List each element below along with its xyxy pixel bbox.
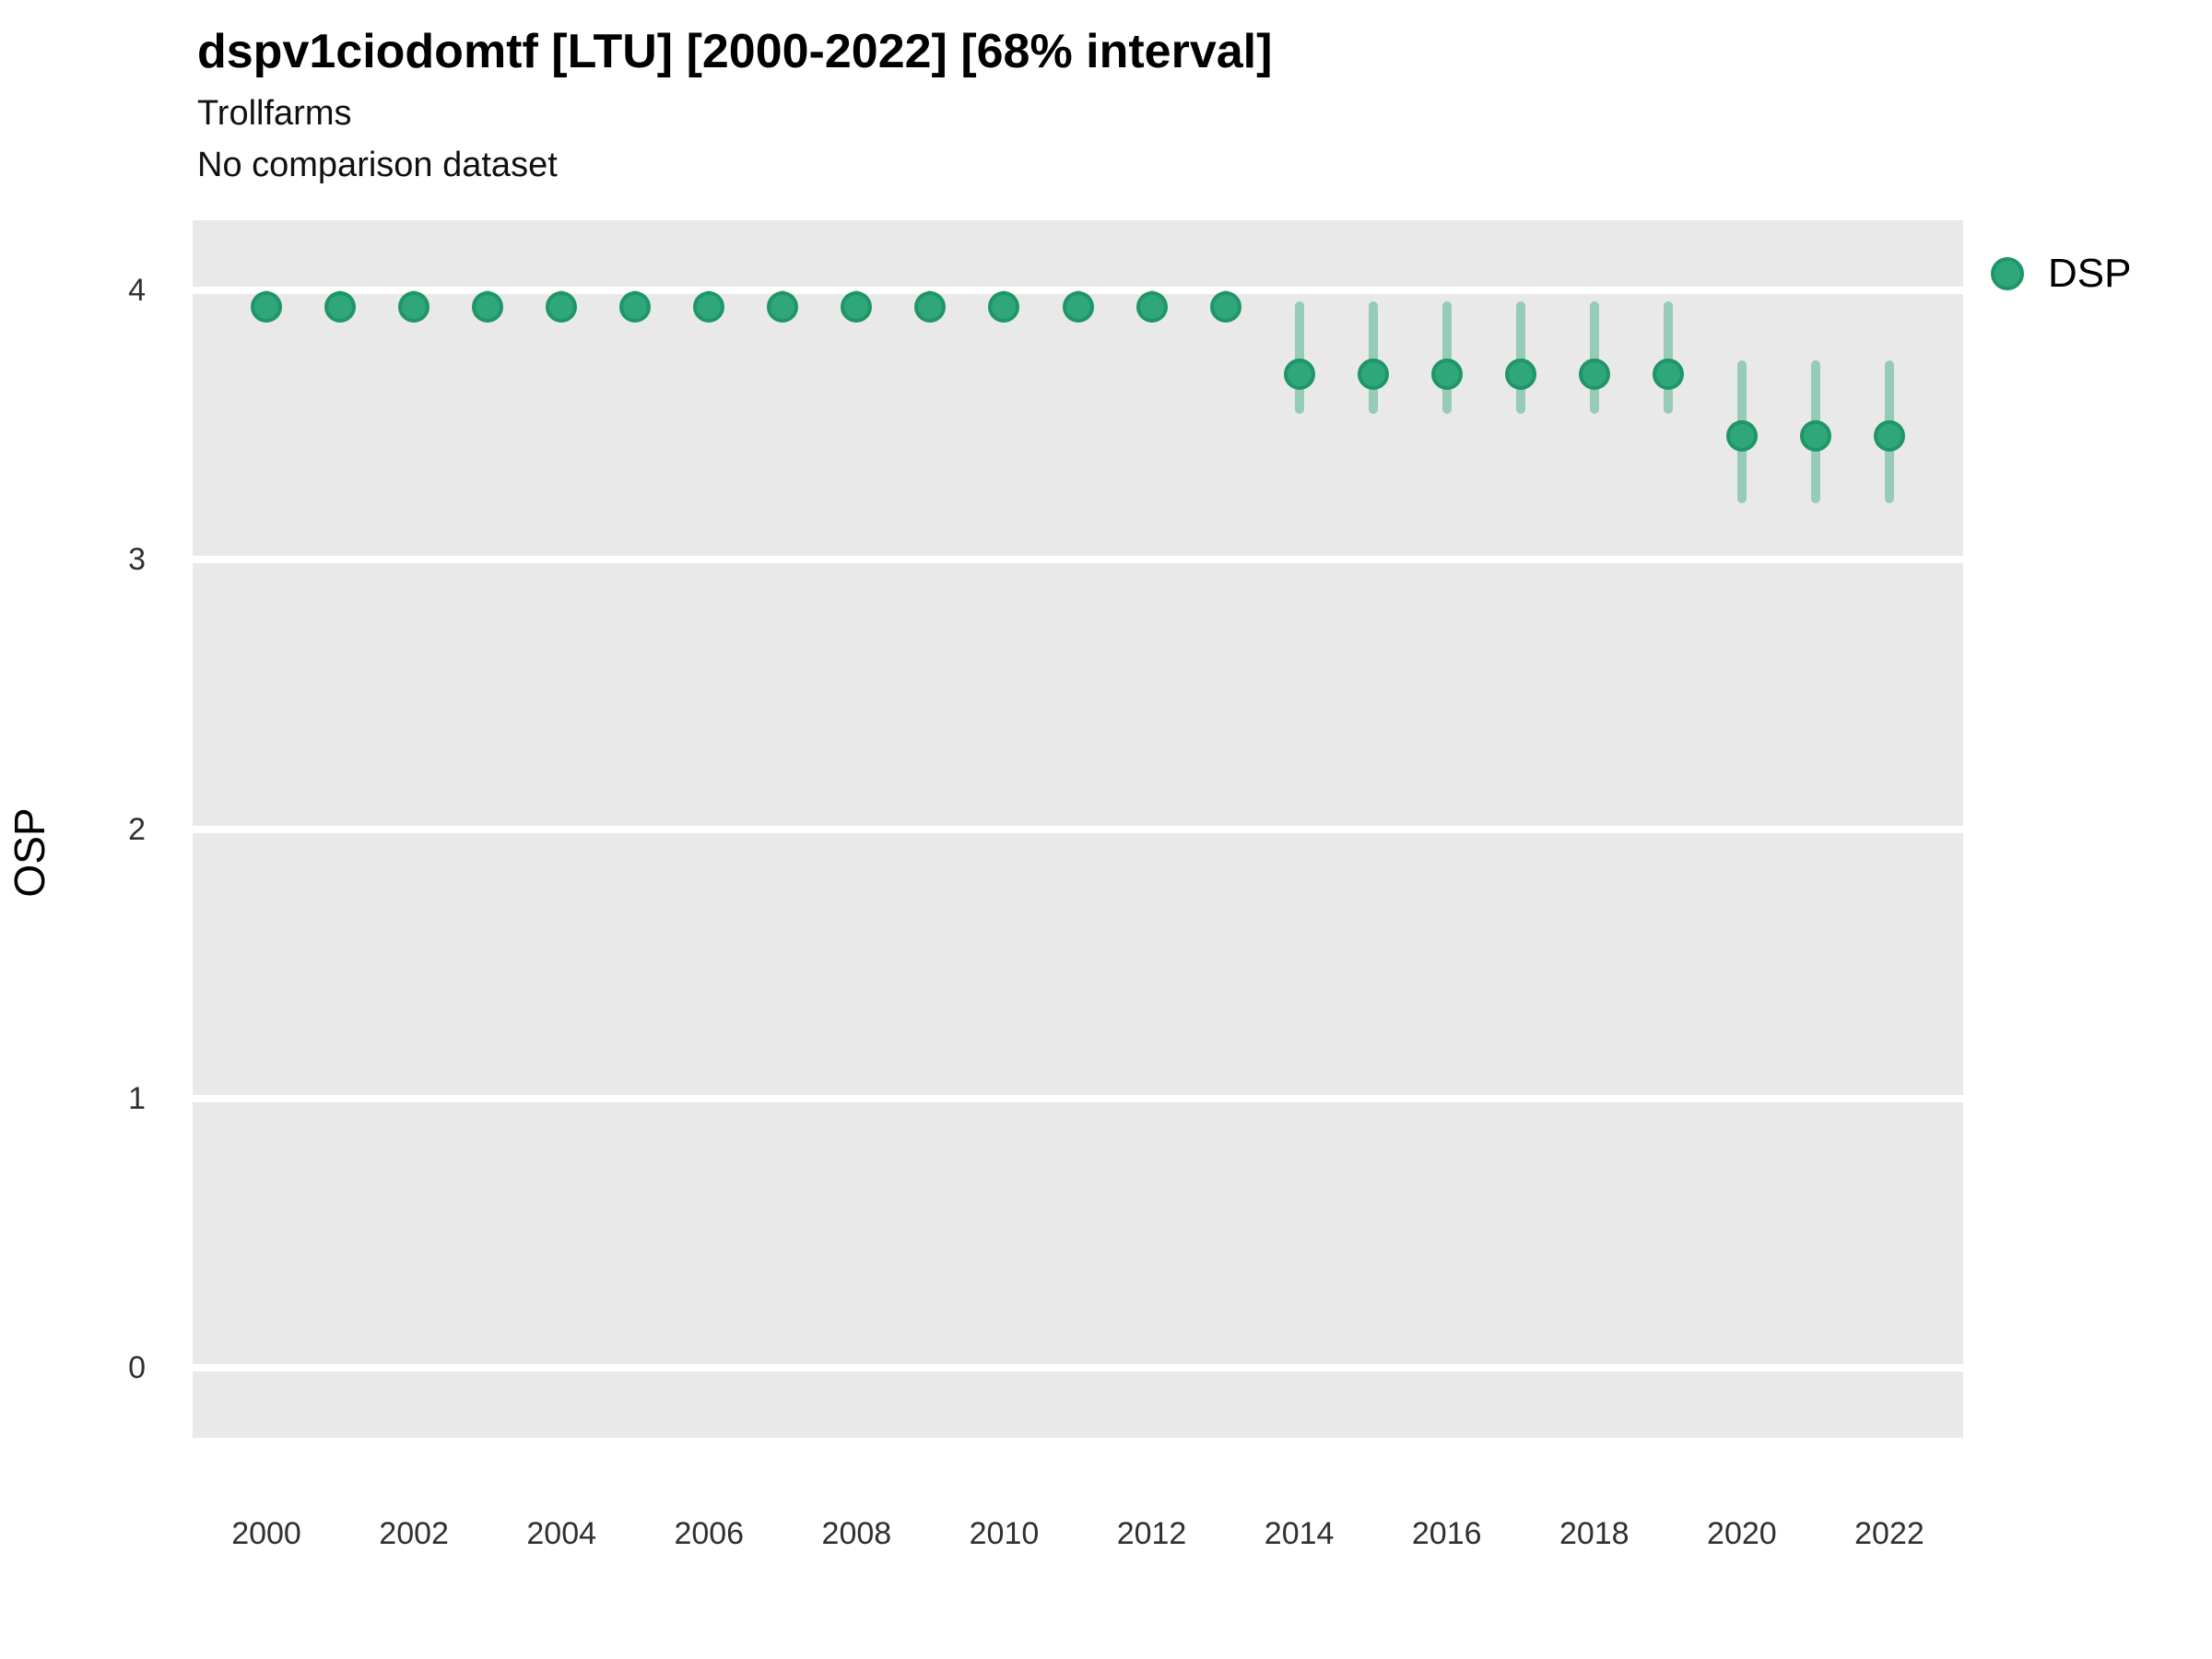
error-bar bbox=[1294, 300, 1304, 415]
data-point bbox=[1283, 358, 1315, 390]
data-point bbox=[1209, 290, 1241, 323]
gridline-y-3 bbox=[193, 556, 1963, 564]
gridline-y-2 bbox=[193, 825, 1963, 833]
y-tick-label: 3 bbox=[128, 542, 146, 578]
legend-label: DSP bbox=[2048, 251, 2132, 296]
data-point bbox=[693, 290, 725, 323]
x-tick-label: 2004 bbox=[526, 1516, 597, 1551]
x-tick-label: 2016 bbox=[1411, 1516, 1482, 1551]
gridline-y-4 bbox=[193, 286, 1963, 294]
data-point bbox=[1578, 358, 1610, 390]
x-axis: 2000 2002 2004 2006 2008 2010 2012 2014 2016 2018… bbox=[193, 1513, 1963, 1554]
x-tick-label: 2000 bbox=[231, 1516, 301, 1551]
data-point bbox=[988, 290, 1020, 323]
data-point bbox=[472, 290, 504, 323]
data-point bbox=[1873, 419, 1905, 452]
plot-panel bbox=[193, 220, 1963, 1438]
x-tick-label: 2012 bbox=[1116, 1516, 1187, 1551]
error-bar bbox=[1663, 300, 1673, 415]
x-tick-label: 2022 bbox=[1854, 1516, 1924, 1551]
data-point bbox=[1062, 290, 1094, 323]
data-point bbox=[1652, 358, 1684, 390]
data-point bbox=[1725, 419, 1758, 452]
error-bar bbox=[1441, 300, 1452, 415]
legend: DSP bbox=[1991, 251, 2131, 297]
data-point bbox=[251, 290, 283, 323]
chart-subtitle: Trollfarms bbox=[197, 94, 352, 133]
data-point bbox=[841, 290, 873, 323]
x-tick-label: 2010 bbox=[969, 1516, 1040, 1551]
y-tick-label: 0 bbox=[128, 1350, 146, 1385]
data-point bbox=[1799, 419, 1831, 452]
x-tick-label: 2018 bbox=[1559, 1516, 1630, 1551]
data-point bbox=[767, 290, 799, 323]
comparison-note: No comparison dataset bbox=[197, 146, 558, 184]
y-tick-label: 4 bbox=[128, 272, 146, 308]
data-point bbox=[1357, 358, 1389, 390]
legend-circle-icon bbox=[1991, 257, 2024, 290]
gridline-y-1 bbox=[193, 1094, 1963, 1102]
error-bar bbox=[1368, 300, 1378, 415]
data-point bbox=[619, 290, 652, 323]
data-point bbox=[546, 290, 578, 323]
x-tick-label: 2002 bbox=[379, 1516, 449, 1551]
data-point bbox=[914, 290, 947, 323]
gridline-y-0 bbox=[193, 1364, 1963, 1371]
data-point bbox=[1135, 290, 1168, 323]
error-bar bbox=[1589, 300, 1599, 415]
x-tick-label: 2014 bbox=[1264, 1516, 1335, 1551]
data-point bbox=[1504, 358, 1536, 390]
y-axis: 0 1 2 3 4 bbox=[0, 220, 146, 1438]
x-tick-label: 2020 bbox=[1707, 1516, 1777, 1551]
data-point bbox=[324, 290, 357, 323]
y-tick-label: 1 bbox=[128, 1080, 146, 1116]
y-tick-label: 2 bbox=[128, 811, 146, 847]
x-tick-label: 2006 bbox=[674, 1516, 745, 1551]
chart-title: dspv1ciodomtf [LTU] [2000-2022] [68% int… bbox=[197, 25, 1273, 78]
error-bar bbox=[1515, 300, 1525, 415]
x-tick-label: 2008 bbox=[821, 1516, 892, 1551]
data-point bbox=[1430, 358, 1463, 390]
data-point bbox=[398, 290, 430, 323]
